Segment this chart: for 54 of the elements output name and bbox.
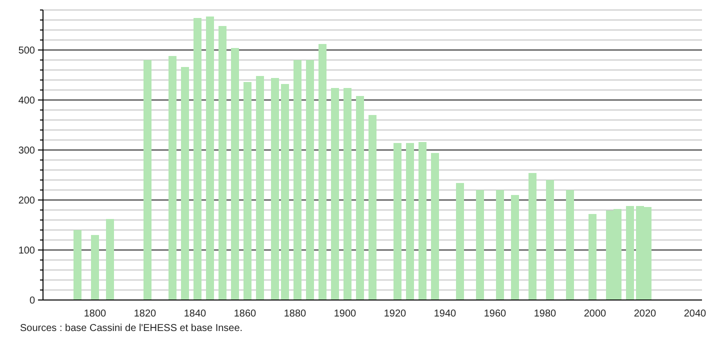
bar: [306, 60, 314, 300]
x-tick-label: 1920: [384, 308, 407, 320]
x-tick-label: 1960: [484, 308, 507, 320]
bar: [294, 60, 302, 300]
bar: [476, 190, 484, 300]
bar: [394, 143, 402, 300]
bar: [344, 88, 352, 300]
bar: [318, 44, 326, 300]
bar: [271, 78, 279, 300]
x-tick-label: 1880: [284, 308, 307, 320]
x-tick-label: 2020: [634, 308, 657, 320]
bar: [231, 48, 239, 300]
y-tick-label: 0: [29, 296, 36, 306]
bar: [496, 190, 504, 300]
bar: [206, 16, 214, 300]
x-tick-label: 1820: [134, 308, 157, 320]
bar: [194, 18, 202, 300]
bar: [528, 173, 536, 300]
x-tick-label: 1840: [184, 308, 207, 320]
bar: [566, 190, 574, 300]
y-tick-label: 500: [18, 46, 36, 56]
bar: [256, 76, 264, 300]
bar: [106, 219, 114, 300]
bar: [418, 142, 426, 300]
bar: [218, 26, 226, 300]
bar: [74, 230, 82, 300]
bar: [144, 60, 152, 300]
x-tick-label: 1900: [334, 308, 357, 320]
x-tick-label: 1800: [84, 308, 107, 320]
bar: [368, 115, 376, 300]
y-tick-label: 200: [18, 196, 36, 206]
bar: [244, 82, 252, 300]
bar: [91, 235, 99, 300]
x-tick-label: 1940: [434, 308, 457, 320]
bar: [431, 153, 439, 300]
bar: [511, 195, 519, 300]
bar: [406, 143, 414, 300]
bar: [588, 214, 596, 300]
bar: [168, 56, 176, 300]
x-tick-label: 2000: [584, 308, 607, 320]
x-tick-label: 2040: [684, 308, 707, 320]
y-tick-label: 400: [18, 96, 36, 106]
x-tick-label: 1980: [534, 308, 557, 320]
y-tick-label: 100: [18, 246, 36, 256]
bar: [456, 183, 464, 300]
bar: [546, 180, 554, 300]
x-tick-label: 1860: [234, 308, 257, 320]
bar: [181, 67, 189, 300]
y-tick-label: 300: [18, 146, 36, 156]
bar: [281, 84, 289, 300]
bar: [626, 206, 634, 300]
bar: [356, 96, 364, 300]
bar: [331, 88, 339, 300]
source-note: Sources : base Cassini de l'EHESS et base Insee.: [20, 323, 243, 334]
